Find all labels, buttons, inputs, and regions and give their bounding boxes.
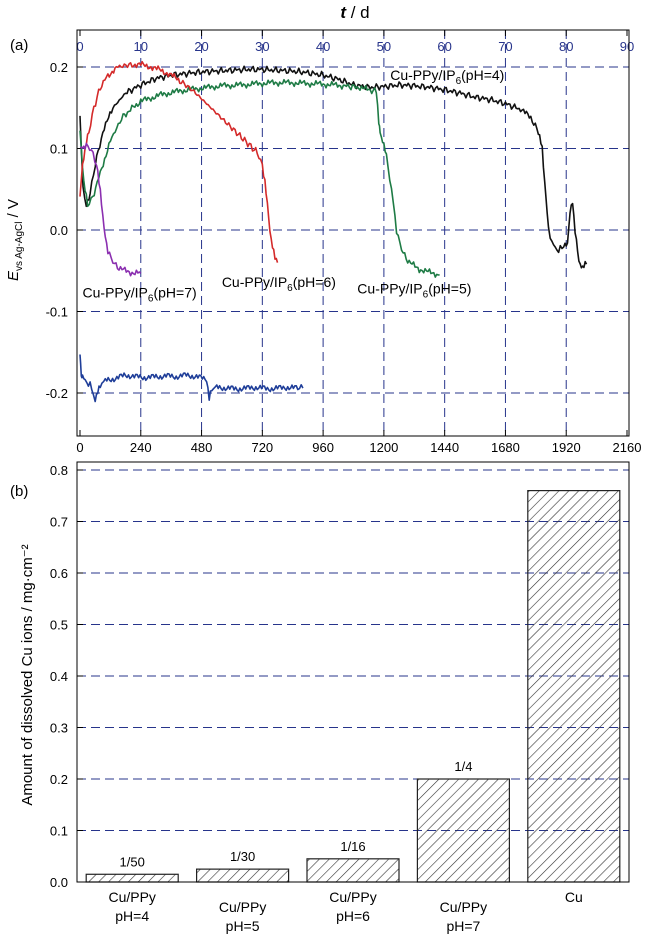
panel-a-series-annotation: Cu-PPy/IP6(pH=7) <box>83 285 197 305</box>
panel-a-y-ticks: -0.2 -0.1 0.0 0.1 0.2 <box>46 60 83 401</box>
panel-a-y-tick-label: 0.2 <box>50 60 68 75</box>
panel-b-bar <box>416 778 510 883</box>
panel-a-top-tick-label: 0 <box>76 39 83 54</box>
panel-a-series-annotation: Cu-PPy/IP6(pH=4) <box>390 67 504 87</box>
panel-a-y-tick-label: 0.1 <box>50 142 68 157</box>
panel-b-bars <box>85 490 621 883</box>
panel-a-series-annotation: Cu-PPy/IP6(pH=6) <box>222 274 336 294</box>
panel-b-bar <box>306 858 400 883</box>
panel-b-category-label: pH=6 <box>336 908 370 924</box>
panel-b-category-label: Cu/PPy <box>440 899 487 915</box>
panel-a-bottom-tick-label: 1680 <box>491 440 520 455</box>
panel-a-series-line <box>79 142 142 277</box>
panel-b-bar-label: 1/4 <box>454 759 472 774</box>
panel-a-bottom-tick-label: 960 <box>312 440 334 455</box>
panel-b-grid <box>77 469 629 831</box>
panel-b-category-label: Cu <box>565 889 583 905</box>
panel-a-top-tick-label: 70 <box>498 39 512 54</box>
panel-b-y-tick-label: 0.0 <box>50 875 68 890</box>
panel-a: (a) t / d 0 10 20 30 40 50 60 70 80 90 0 240 480 720… <box>5 3 641 455</box>
panel-b-bar-label: 1/50 <box>120 854 145 869</box>
panel-a-y-axis-title: Evs Ag-AgCl / V <box>5 199 25 281</box>
panel-a-top-tick-label: 90 <box>620 39 634 54</box>
panel-a-annotations: Cu-PPy/IP6(pH=4) Cu-PPy/IP6(pH=7) Cu-PPy/I… <box>83 67 505 305</box>
panel-b-category-label: Cu/PPy <box>108 889 155 905</box>
panel-a-top-tick-label: 30 <box>255 39 269 54</box>
panel-b-y-tick-label: 0.2 <box>50 772 68 787</box>
panel-b-x-ticks: Cu/PPy pH=4 Cu/PPy pH=5 Cu/PPy pH=6 Cu/PPy pH=7… <box>108 889 582 934</box>
panel-a-bottom-tick-label: 1920 <box>552 440 581 455</box>
panel-a-grid <box>77 30 629 436</box>
panel-b-y-tick-label: 0.1 <box>50 824 68 839</box>
panel-a-top-tick-label: 60 <box>437 39 451 54</box>
panel-a-bottom-ticks: 0 240 480 720 960 1200 1440 1680 1920 2160 <box>76 430 641 455</box>
panel-b-y-ticks: 0.0 0.1 0.2 0.3 0.4 0.5 0.6 0.7 0.8 <box>50 463 83 890</box>
panel-b-frame <box>76 461 630 883</box>
panel-a-top-tick-label: 50 <box>377 39 391 54</box>
panel-a-y-tick-label: 0.0 <box>50 223 68 238</box>
panel-a-top-axis-title: t / d <box>340 3 369 22</box>
panel-b-bar-label: 1/16 <box>340 839 365 854</box>
panel-b-category-label: pH=5 <box>226 918 260 934</box>
panel-b-category-label: pH=7 <box>446 918 480 934</box>
panel-a-top-ticks: 0 10 20 30 40 50 60 70 80 90 <box>76 30 634 54</box>
panel-a-frame <box>76 29 630 437</box>
panel-b-y-tick-label: 0.7 <box>50 515 68 530</box>
panel-a-label: (a) <box>10 37 28 54</box>
panel-b-y-tick-label: 0.6 <box>50 566 68 581</box>
panel-b-bar-labels: 1/50 1/30 1/16 1/4 <box>120 759 473 869</box>
panel-a-top-tick-label: 40 <box>316 39 330 54</box>
panel-b-y-tick-label: 0.3 <box>50 721 68 736</box>
panel-b-bar-label: 1/30 <box>230 849 255 864</box>
panel-b-y-tick-label: 0.8 <box>50 463 68 478</box>
panel-a-bottom-tick-label: 240 <box>130 440 152 455</box>
panel-a-y-tick-label: -0.1 <box>46 305 68 320</box>
panel-a-top-tick-label: 80 <box>559 39 573 54</box>
panel-a-bottom-tick-label: 1440 <box>430 440 459 455</box>
panel-b-bar <box>527 490 621 883</box>
panel-b-category-label: Cu/PPy <box>329 889 376 905</box>
panel-b-y-tick-label: 0.5 <box>50 618 68 633</box>
panel-a-series-annotation: Cu-PPy/IP6(pH=5) <box>357 281 471 301</box>
panel-a-bottom-tick-label: 2160 <box>613 440 642 455</box>
panel-a-series-line <box>79 65 588 269</box>
panel-a-series-line <box>79 354 304 403</box>
panel-a-y-tick-label: -0.2 <box>46 386 68 401</box>
panel-a-top-tick-label: 10 <box>134 39 148 54</box>
panel-b-bar <box>85 873 179 883</box>
panel-a-series-line <box>79 78 440 278</box>
panel-b-category-label: pH=4 <box>115 908 149 924</box>
panel-b-category-label: Cu/PPy <box>219 899 266 915</box>
panel-b-y-tick-label: 0.4 <box>50 669 68 684</box>
panel-a-series-line <box>79 60 279 263</box>
panel-a-bottom-tick-label: 720 <box>251 440 273 455</box>
panel-a-top-tick-label: 20 <box>194 39 208 54</box>
panel-a-series <box>79 60 588 403</box>
panel-a-bottom-tick-label: 480 <box>191 440 213 455</box>
panel-b-label: (b) <box>10 483 28 500</box>
panel-a-bottom-tick-label: 1200 <box>369 440 398 455</box>
panel-b-y-axis-title: Amount of dissolved Cu ions / mg·cm⁻² <box>19 544 36 805</box>
panel-b: (b) 1/50 1/301/161/4 0.00.10.20.30.40.50.… <box>10 461 630 934</box>
panel-a-bottom-tick-label: 0 <box>76 440 83 455</box>
panel-b-bar <box>196 868 290 883</box>
